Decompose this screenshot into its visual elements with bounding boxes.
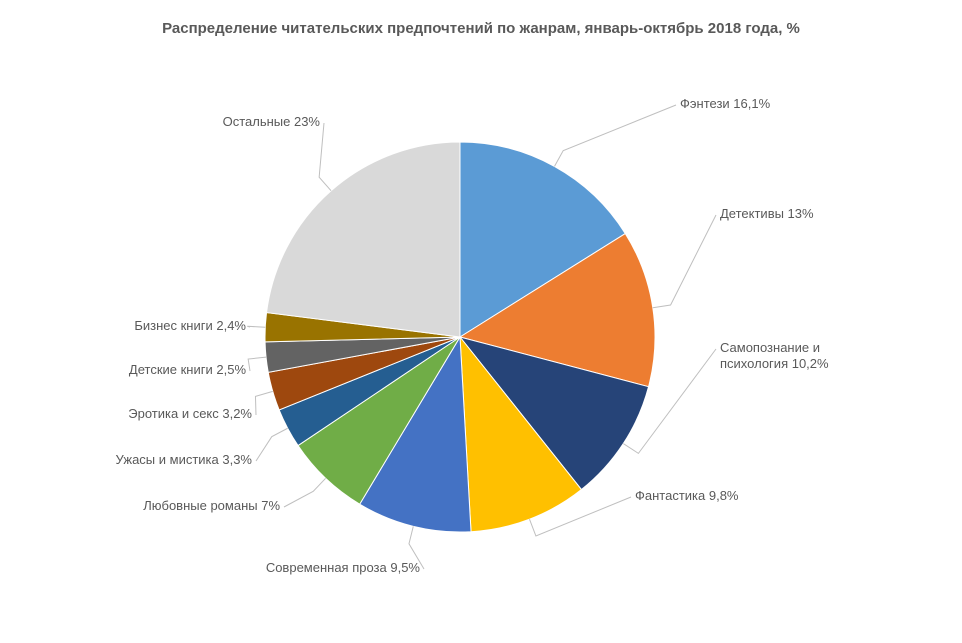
leader-line: [319, 123, 331, 191]
slice-label: Бизнес книги 2,4%: [134, 318, 246, 334]
slice-label: Фэнтези 16,1%: [680, 96, 770, 112]
pie-slice: [267, 142, 460, 337]
slice-label: Детские книги 2,5%: [129, 362, 246, 378]
leader-line: [284, 478, 326, 507]
slice-label: Самопознание и психология 10,2%: [720, 340, 829, 373]
slice-label: Остальные 23%: [223, 114, 320, 130]
pie-chart: Фэнтези 16,1% Детективы 13% Самопознание и…: [0, 37, 962, 617]
leader-line: [247, 326, 265, 327]
leader-line: [256, 428, 288, 461]
slice-label: Любовные романы 7%: [143, 498, 280, 514]
slice-label: Фантастика 9,8%: [635, 488, 739, 504]
slice-label: Детективы 13%: [720, 206, 814, 222]
leader-line: [255, 391, 272, 415]
slice-label: Эротика и секс 3,2%: [128, 406, 252, 422]
chart-title: Распределение читательских предпочтений …: [0, 0, 962, 37]
leader-line: [554, 105, 676, 166]
leader-line: [653, 215, 716, 308]
leader-line: [248, 357, 266, 371]
slice-label: Современная проза 9,5%: [266, 560, 420, 576]
slice-label: Ужасы и мистика 3,3%: [116, 452, 252, 468]
